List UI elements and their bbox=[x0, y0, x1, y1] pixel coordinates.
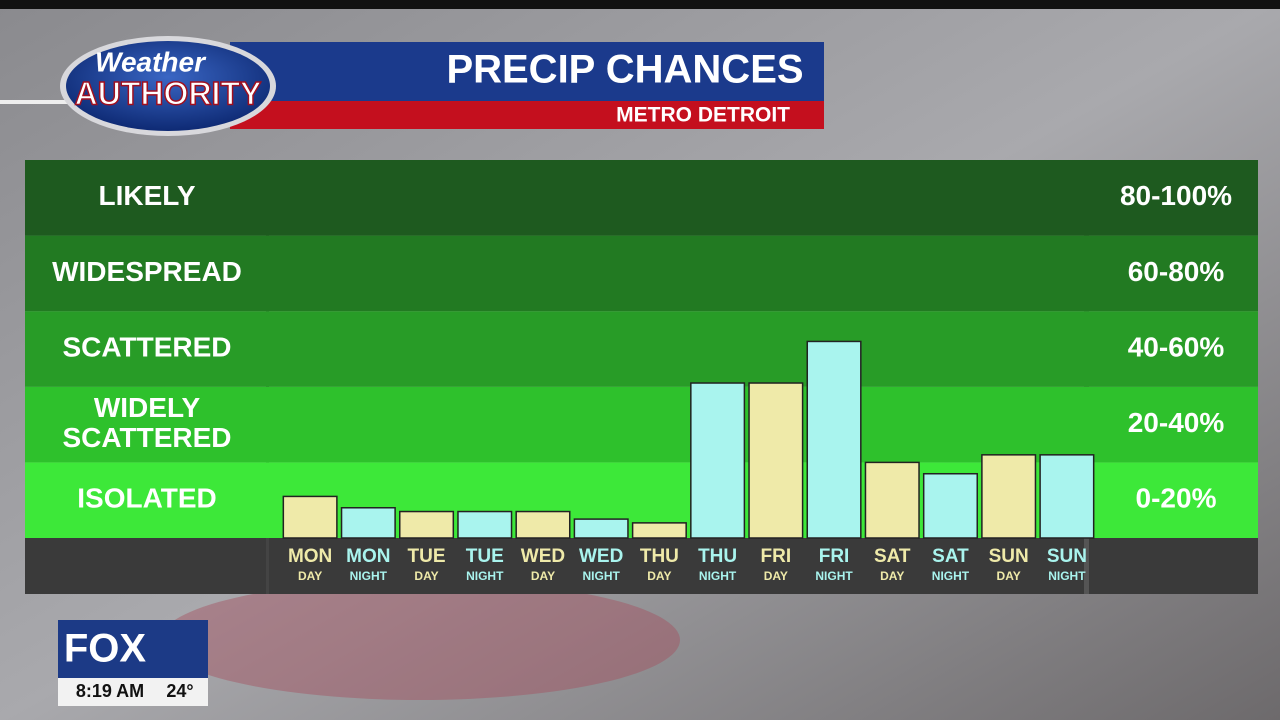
bar bbox=[690, 382, 746, 539]
x-tick-sublabel: DAY bbox=[298, 569, 322, 583]
x-tick-sublabel: NIGHT bbox=[466, 569, 504, 583]
band-name: SCATTERED bbox=[62, 331, 231, 362]
x-tick-sublabel: DAY bbox=[880, 569, 904, 583]
x-tick-sublabel: NIGHT bbox=[699, 569, 737, 583]
band-name: LIKELY bbox=[99, 180, 196, 211]
top-bar bbox=[0, 0, 1280, 9]
bar bbox=[515, 510, 571, 539]
x-tick-label: SAT bbox=[932, 546, 969, 567]
x-tick-sublabel: DAY bbox=[997, 569, 1021, 583]
band-range: 0-20% bbox=[1136, 483, 1217, 514]
x-tick-label: MON bbox=[288, 546, 332, 567]
band bbox=[25, 160, 1258, 236]
x-tick-label: FRI bbox=[819, 546, 850, 567]
bar bbox=[631, 522, 687, 539]
background-blur bbox=[160, 580, 680, 700]
x-tick-label: THU bbox=[698, 546, 737, 567]
rule bbox=[0, 100, 80, 104]
x-tick-label: TUE bbox=[466, 546, 504, 567]
x-tick-label: MON bbox=[346, 546, 390, 567]
band-range: 60-80% bbox=[1128, 256, 1225, 287]
band bbox=[25, 311, 1258, 387]
bar bbox=[573, 518, 629, 539]
bar bbox=[748, 382, 804, 539]
bar bbox=[981, 454, 1037, 539]
x-tick-sublabel: DAY bbox=[647, 569, 671, 583]
subtitle-bar bbox=[230, 101, 824, 129]
x-tick-sublabel: DAY bbox=[414, 569, 438, 583]
time: 8:19 AM bbox=[76, 681, 144, 701]
band-range: 40-60% bbox=[1128, 331, 1225, 362]
chart-title: PRECIP CHANCES bbox=[446, 48, 803, 92]
bar bbox=[806, 340, 862, 539]
x-tick-sublabel: NIGHT bbox=[350, 569, 388, 583]
x-tick-label: SUN bbox=[989, 546, 1029, 567]
x-tick-label: SAT bbox=[874, 546, 911, 567]
band-name: WIDELY bbox=[94, 392, 201, 423]
temperature: 24° bbox=[166, 681, 193, 701]
bar bbox=[922, 472, 978, 539]
label-row bbox=[25, 538, 1258, 594]
logo-bottom: AUTHORITY bbox=[75, 75, 262, 111]
band-range: 80-100% bbox=[1120, 180, 1232, 211]
x-tick-sublabel: DAY bbox=[764, 569, 788, 583]
x-tick-label: WED bbox=[521, 546, 565, 567]
station-logo: FOX bbox=[64, 627, 147, 671]
bar bbox=[282, 495, 338, 539]
logo-top: Weather bbox=[95, 46, 207, 77]
logo bbox=[66, 41, 270, 131]
station-bug bbox=[58, 620, 208, 678]
x-tick-sublabel: NIGHT bbox=[583, 569, 621, 583]
title-bar bbox=[230, 42, 824, 101]
bar bbox=[457, 510, 513, 539]
x-tick-label: FRI bbox=[761, 546, 792, 567]
x-tick-sublabel: NIGHT bbox=[1048, 569, 1086, 583]
chart: LIKELY 80-100% WIDESPREAD 60-80% SCATTERED 40… bbox=[25, 160, 1258, 583]
clock-bar bbox=[58, 678, 208, 706]
x-tick-label: TUE bbox=[408, 546, 446, 567]
band-range: 20-40% bbox=[1128, 407, 1225, 438]
x-tick-sublabel: NIGHT bbox=[932, 569, 970, 583]
bar bbox=[340, 507, 396, 539]
band bbox=[25, 386, 1258, 463]
bar bbox=[1039, 454, 1095, 539]
band-name: WIDESPREAD bbox=[52, 256, 242, 287]
x-tick-label: SUN bbox=[1047, 546, 1087, 567]
bar bbox=[864, 461, 920, 539]
x-tick-label: THU bbox=[640, 546, 679, 567]
chart-subtitle: METRO DETROIT bbox=[616, 104, 790, 127]
band-name: SCATTERED bbox=[62, 422, 231, 453]
band bbox=[25, 235, 1258, 312]
x-tick-label: WED bbox=[579, 546, 623, 567]
x-tick-sublabel: NIGHT bbox=[815, 569, 853, 583]
band-name: ISOLATED bbox=[77, 483, 216, 514]
x-tick-sublabel: DAY bbox=[531, 569, 555, 583]
bar bbox=[399, 510, 455, 539]
